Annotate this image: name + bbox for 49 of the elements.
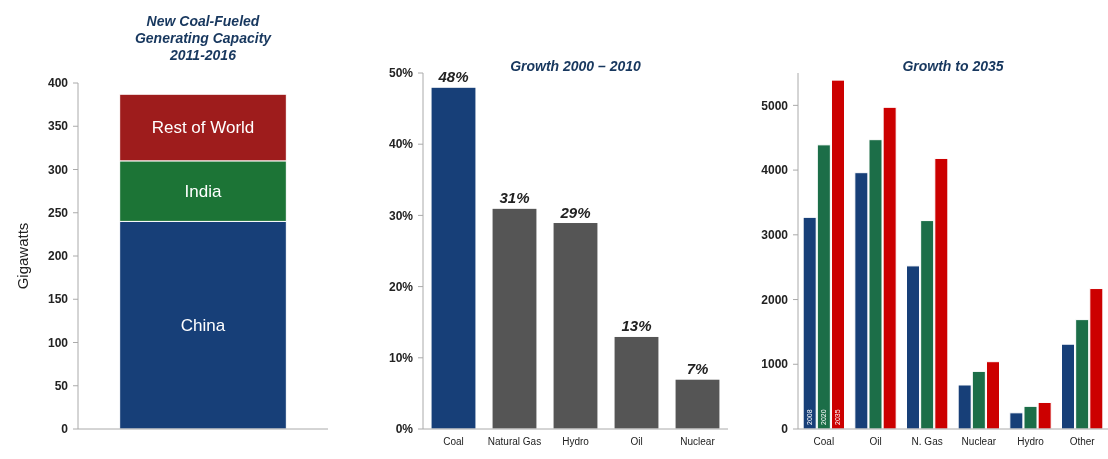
y-tick-label: 1000 xyxy=(761,357,789,372)
y-tick-label: 2000 xyxy=(761,292,789,307)
y-tick-label: 20% xyxy=(388,279,414,294)
x-tick-label: N. Gas xyxy=(911,436,943,447)
data-label: 7% xyxy=(686,360,709,378)
series-label: China xyxy=(180,316,226,336)
chart-title: Growth to 2035 xyxy=(902,58,1004,74)
y-tick-label: 150 xyxy=(47,292,69,307)
y-tick-label: 400 xyxy=(47,76,69,91)
y-tick-label: 5000 xyxy=(761,98,789,113)
x-tick-label: Oil xyxy=(869,436,882,447)
y-tick-label: 10% xyxy=(388,351,414,365)
x-tick-label: Natural Gas xyxy=(487,436,542,447)
y-tick-label: 100 xyxy=(47,335,69,350)
bar xyxy=(674,378,721,430)
bar xyxy=(491,207,538,430)
y-tick-label: 3000 xyxy=(761,228,789,243)
x-tick-label: Oil xyxy=(630,436,643,447)
series-label: Rest of World xyxy=(151,118,255,138)
y-tick-label: 4000 xyxy=(761,163,789,178)
data-label: 31% xyxy=(499,189,530,207)
series-label: India xyxy=(184,182,222,202)
y-tick-label: 200 xyxy=(47,249,69,264)
bar xyxy=(430,86,477,430)
y-tick-label: 30% xyxy=(388,208,414,223)
y-tick-label: 0 xyxy=(781,422,789,437)
data-label: 29% xyxy=(559,203,591,221)
y-tick-label: 50% xyxy=(388,66,414,81)
y-tick-label: 250 xyxy=(47,205,69,220)
bar xyxy=(613,335,660,430)
x-tick-label: Hydro xyxy=(562,436,590,447)
x-tick-label: Coal xyxy=(443,436,464,447)
y-tick-label: 50 xyxy=(54,378,69,393)
data-label: 48% xyxy=(437,68,469,86)
y-tick-label: 0% xyxy=(395,422,414,437)
x-tick-label: Coal xyxy=(813,436,835,447)
chart-title: New Coal-Fueled Generating Capacity 2011-2016 xyxy=(134,13,273,63)
x-tick-label: Other xyxy=(1069,436,1096,447)
data-label: 13% xyxy=(621,317,652,335)
y-tick-label: 350 xyxy=(47,119,69,134)
x-tick-label: Nuclear xyxy=(680,436,716,447)
y-tick-label: 0 xyxy=(61,422,69,437)
chart-title: Growth 2000 – 2010 xyxy=(510,58,642,74)
bar xyxy=(552,222,599,430)
x-tick-label: Nuclear xyxy=(961,436,997,447)
x-tick-label: Hydro xyxy=(1017,436,1045,447)
y-tick-label: 40% xyxy=(388,137,414,152)
y-axis-title: Gigawatts xyxy=(14,222,31,290)
y-tick-label: 300 xyxy=(47,162,69,177)
